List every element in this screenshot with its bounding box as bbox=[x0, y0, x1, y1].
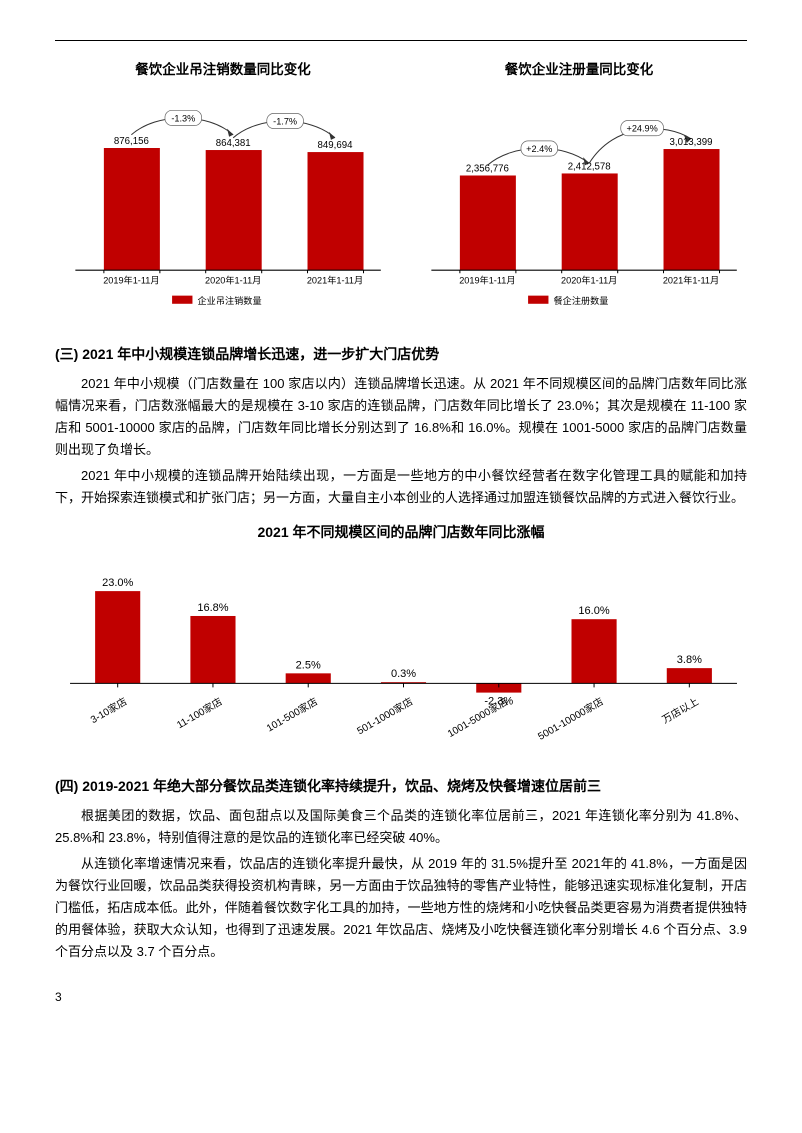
chart-deregistration: 餐饮企业吊注销数量同比变化 -1.3% -1.7% 876,156 bbox=[55, 59, 391, 323]
chart-registration: 餐饮企业注册量同比变化 +2.4% +24.9% 2,356,776 bbox=[411, 59, 747, 323]
chart-left-title: 餐饮企业吊注销数量同比变化 bbox=[55, 59, 391, 82]
section4-heading: (四) 2019-2021 年绝大部分餐饮品类连锁化率持续提升，饮品、烧烤及快餐… bbox=[55, 775, 747, 799]
svg-text:16.0%: 16.0% bbox=[578, 605, 609, 617]
section4-p1: 根据美团的数据，饮品、面包甜点以及国际美食三个品类的连锁化率位居前三，2021 … bbox=[55, 805, 747, 849]
svg-text:864,381: 864,381 bbox=[216, 138, 251, 149]
svg-text:企业吊注销数量: 企业吊注销数量 bbox=[198, 295, 262, 306]
svg-text:餐企注册数量: 餐企注册数量 bbox=[554, 295, 609, 306]
svg-text:+2.4%: +2.4% bbox=[526, 144, 552, 154]
section3-p2: 2021 年中小规模的连锁品牌开始陆续出现，一方面是一些地方的中小餐饮经营者在数… bbox=[55, 465, 747, 509]
svg-text:5001-10000家店: 5001-10000家店 bbox=[535, 695, 605, 743]
svg-text:万店以上: 万店以上 bbox=[660, 695, 701, 726]
section4-p2: 从连锁化率增速情况来看，饮品店的连锁化率提升最快，从 2019 年的 31.5%… bbox=[55, 853, 747, 963]
svg-text:0.3%: 0.3% bbox=[391, 668, 416, 680]
bars-left: 876,156 864,381 849,694 bbox=[104, 136, 364, 270]
midchart-svg: 23.0% 3-10家店 16.8% 11-100家店 2.5% 101-500家店 0.3… bbox=[55, 553, 747, 761]
section3-p1: 2021 年中小规模（门店数量在 100 家店以内）连锁品牌增长迅速。从 202… bbox=[55, 373, 747, 461]
svg-text:876,156: 876,156 bbox=[114, 136, 149, 147]
svg-text:23.0%: 23.0% bbox=[102, 577, 133, 589]
svg-text:2.5%: 2.5% bbox=[296, 660, 321, 672]
svg-text:101-500家店: 101-500家店 bbox=[264, 695, 320, 735]
arrow-group-left: -1.3% -1.7% bbox=[131, 110, 335, 140]
svg-text:+24.9%: +24.9% bbox=[626, 124, 657, 134]
svg-text:3-10家店: 3-10家店 bbox=[88, 695, 129, 726]
svg-text:3.8%: 3.8% bbox=[677, 654, 702, 666]
section3-heading: (三) 2021 年中小规模连锁品牌增长迅速，进一步扩大门店优势 bbox=[55, 343, 747, 367]
svg-text:2021年1-11月: 2021年1-11月 bbox=[663, 274, 719, 285]
arrow-group-right: +2.4% +24.9% bbox=[487, 120, 691, 165]
svg-text:16.8%: 16.8% bbox=[197, 602, 228, 614]
svg-text:1001-5000家店: 1001-5000家店 bbox=[445, 695, 510, 740]
svg-text:2019年1-11月: 2019年1-11月 bbox=[459, 274, 515, 285]
svg-text:2,356,776: 2,356,776 bbox=[466, 163, 509, 174]
svg-text:2020年1-11月: 2020年1-11月 bbox=[561, 274, 617, 285]
svg-text:2021年1-11月: 2021年1-11月 bbox=[307, 274, 363, 285]
chart-right-title: 餐饮企业注册量同比变化 bbox=[411, 59, 747, 82]
arrow1-label: -1.3% bbox=[171, 113, 195, 123]
chart-left-svg: -1.3% -1.7% 876,156 864,381 849,694 bbox=[55, 92, 391, 323]
svg-text:11-100家店: 11-100家店 bbox=[174, 695, 224, 732]
svg-text:2,412,578: 2,412,578 bbox=[568, 161, 611, 172]
arrow2-label: -1.7% bbox=[273, 117, 297, 127]
chart-right-svg: +2.4% +24.9% 2,356,776 2,412,578 3,013,3… bbox=[411, 92, 747, 323]
svg-text:2020年1-11月: 2020年1-11月 bbox=[205, 274, 261, 285]
svg-text:849,694: 849,694 bbox=[318, 140, 354, 151]
top-divider bbox=[55, 40, 747, 41]
midchart-title: 2021 年不同规模区间的品牌门店数年同比涨幅 bbox=[55, 521, 747, 545]
svg-text:2019年1-11月: 2019年1-11月 bbox=[103, 274, 159, 285]
svg-text:501-1000家店: 501-1000家店 bbox=[355, 695, 416, 737]
page-number: 3 bbox=[55, 987, 747, 1007]
svg-text:3,013,399: 3,013,399 bbox=[670, 137, 713, 148]
top-charts-row: 餐饮企业吊注销数量同比变化 -1.3% -1.7% 876,156 bbox=[55, 59, 747, 323]
